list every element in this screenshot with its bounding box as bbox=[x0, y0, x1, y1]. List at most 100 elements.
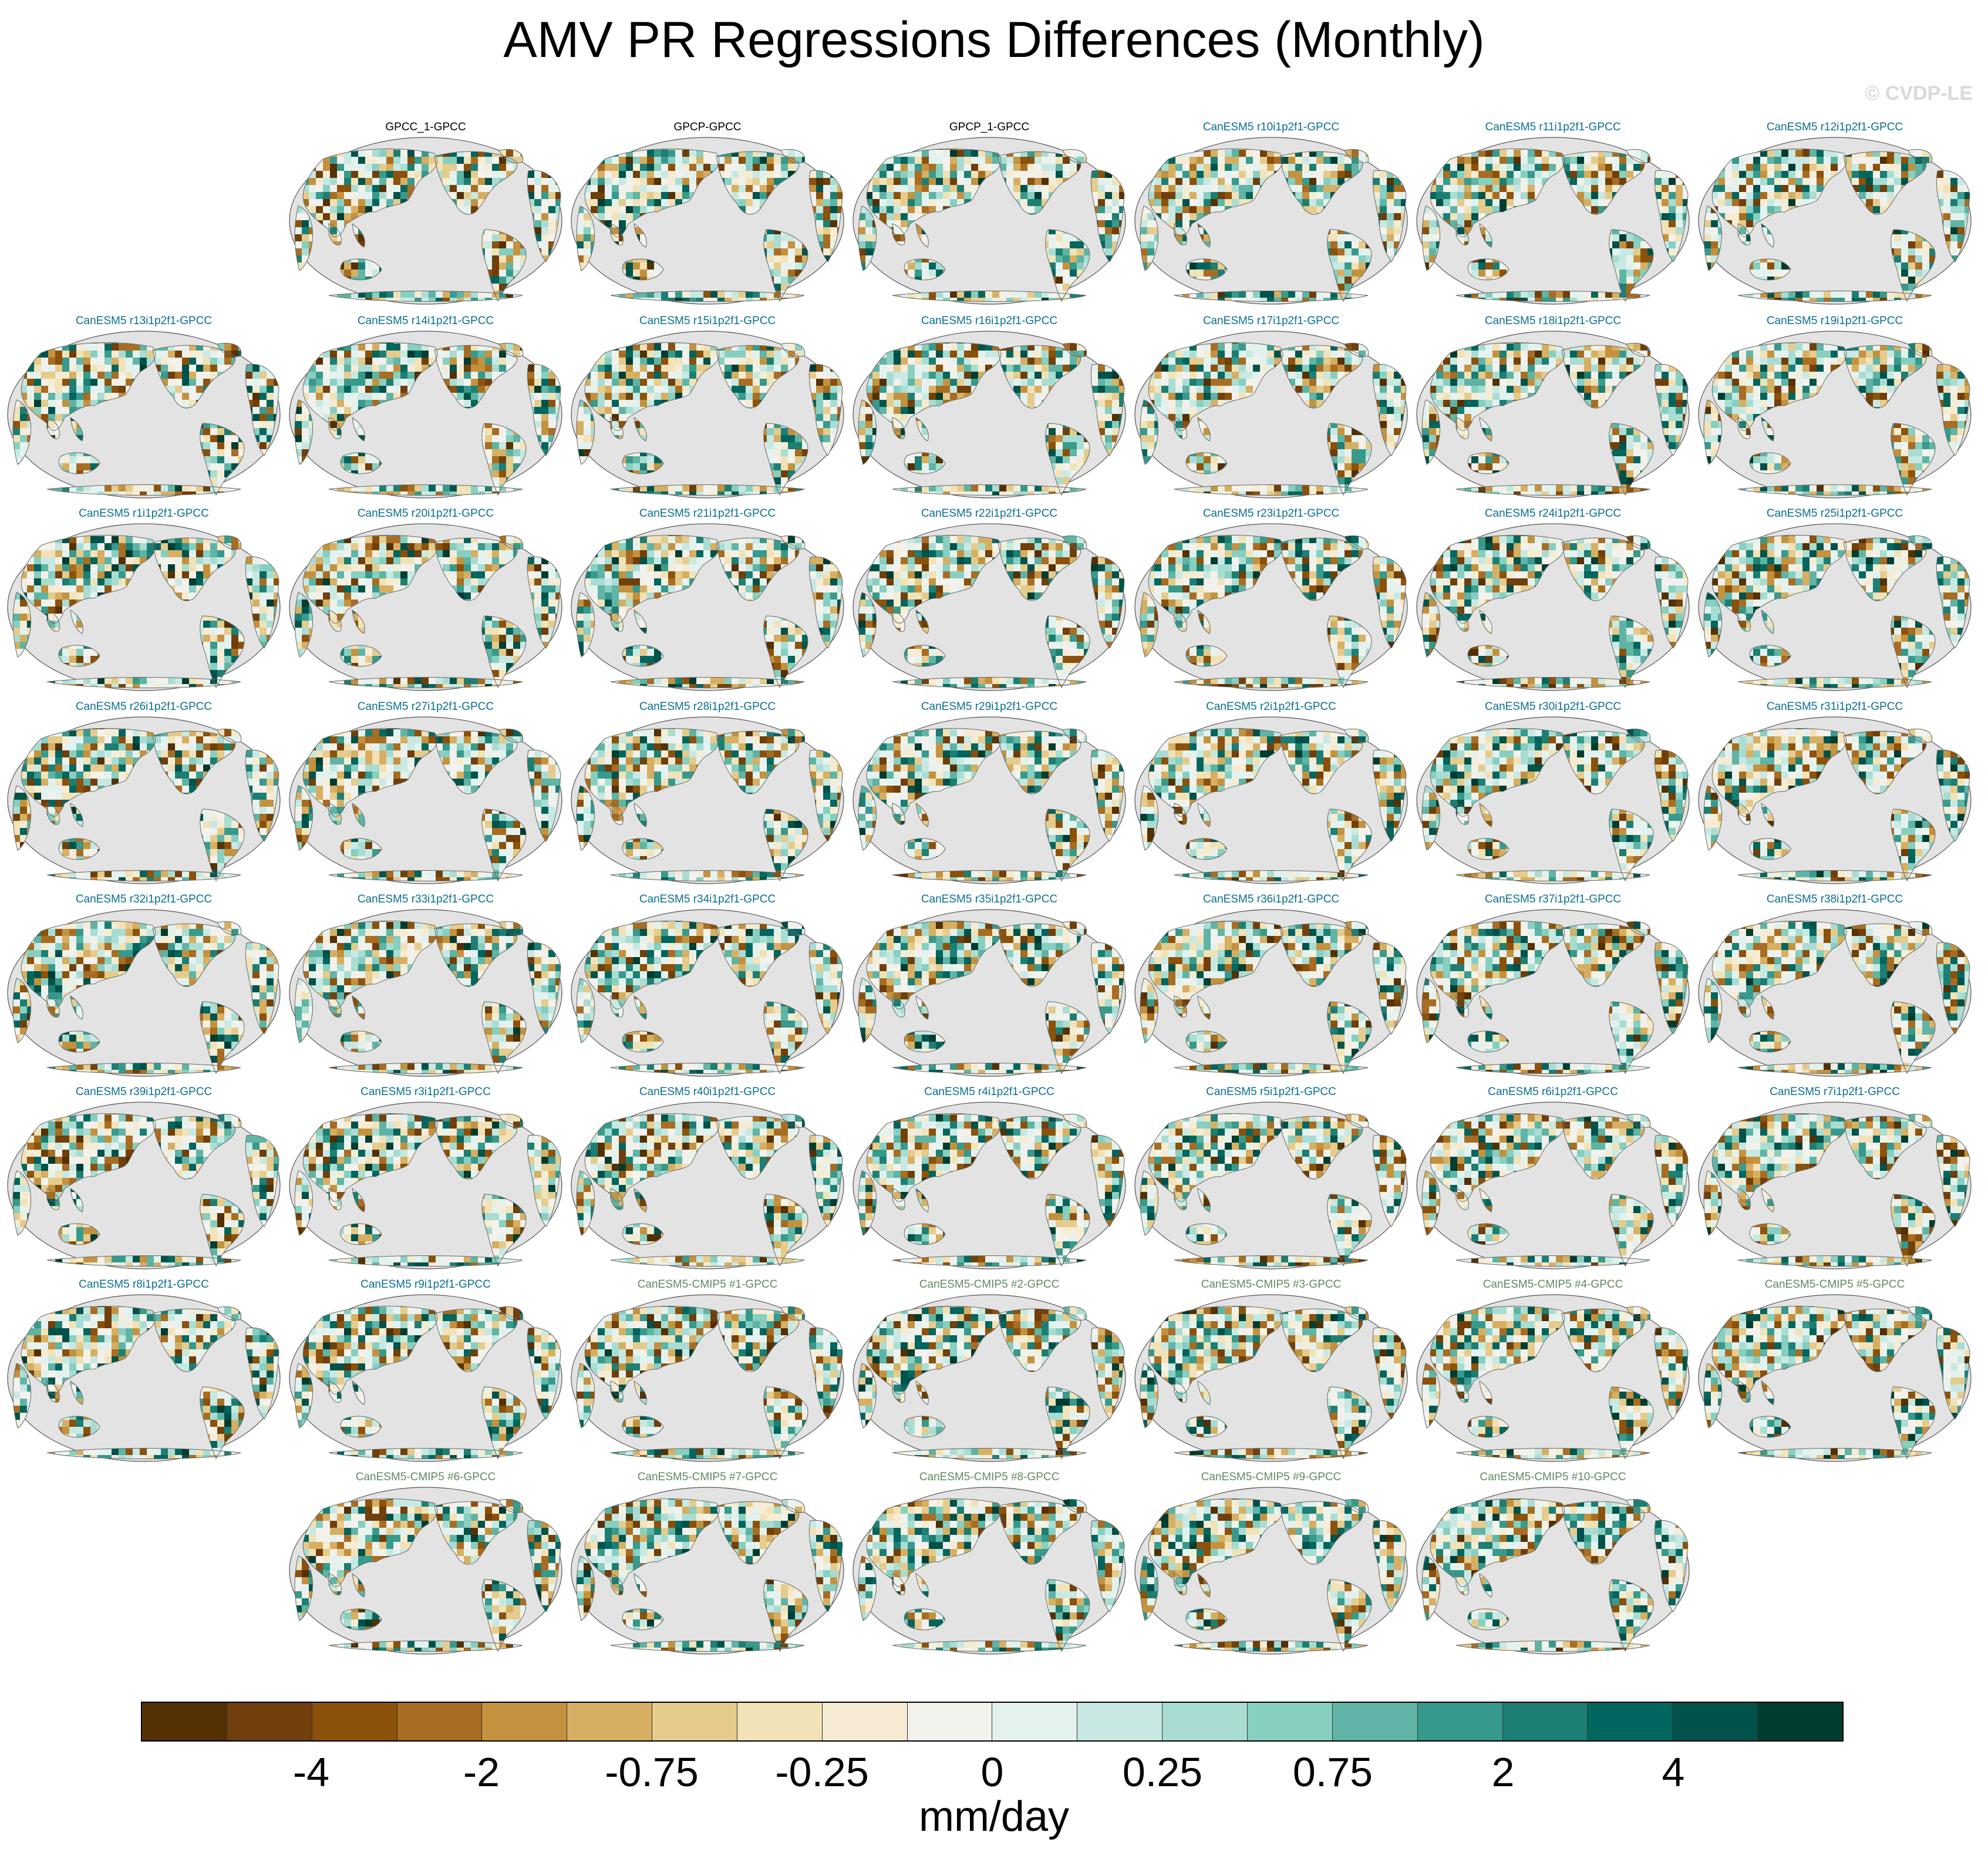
panel-map bbox=[1416, 909, 1690, 1077]
panel-map bbox=[853, 1102, 1126, 1269]
coastlines bbox=[294, 149, 561, 302]
coastlines bbox=[1421, 1113, 1689, 1267]
panel-map bbox=[571, 331, 844, 499]
panel-map bbox=[1416, 523, 1690, 691]
panel-title: CanESM5 r30i1p2f1-GPCC bbox=[1415, 700, 1691, 714]
panel-map bbox=[7, 1102, 281, 1269]
colorbar-swatch bbox=[1417, 1703, 1503, 1740]
coastlines bbox=[12, 921, 279, 1075]
map-panel: CanESM5 r3i1p2f1-GPCC bbox=[288, 1085, 564, 1271]
panel-title: CanESM5-CMIP5 #8-GPCC bbox=[851, 1470, 1127, 1484]
colorbar-tick-label: -0.25 bbox=[775, 1749, 869, 1796]
map-panel: GPCC_1-GPCC bbox=[288, 120, 564, 306]
panel-title: CanESM5-CMIP5 #6-GPCC bbox=[288, 1470, 564, 1484]
coastlines bbox=[1703, 921, 1970, 1075]
map-panel: CanESM5-CMIP5 #6-GPCC bbox=[288, 1470, 564, 1656]
colorbar-swatch bbox=[1163, 1703, 1248, 1740]
colorbar-tick-label: 0 bbox=[981, 1749, 1004, 1796]
coastlines bbox=[294, 1306, 561, 1460]
panel-title: CanESM5 r31i1p2f1-GPCC bbox=[1697, 700, 1973, 714]
panel-map bbox=[1698, 909, 1972, 1077]
map-panel: CanESM5 r15i1p2f1-GPCC bbox=[570, 314, 845, 500]
panel-title: CanESM5-CMIP5 #9-GPCC bbox=[1133, 1470, 1409, 1484]
panel-title: CanESM5 r9i1p2f1-GPCC bbox=[288, 1278, 564, 1292]
map-panel: CanESM5 r18i1p2f1-GPCC bbox=[1415, 314, 1691, 500]
panel-map bbox=[289, 909, 562, 1077]
panel-map bbox=[1134, 1102, 1408, 1269]
panel-map bbox=[1698, 716, 1972, 884]
map-panel: CanESM5 r14i1p2f1-GPCC bbox=[288, 314, 564, 500]
coastlines bbox=[1421, 1306, 1689, 1460]
panel-title: CanESM5-CMIP5 #4-GPCC bbox=[1415, 1278, 1691, 1292]
coastlines bbox=[294, 342, 561, 496]
coastlines bbox=[858, 1113, 1125, 1267]
coastlines bbox=[1140, 728, 1407, 882]
map-panel: CanESM5 r37i1p2f1-GPCC bbox=[1415, 893, 1691, 1078]
panel-map bbox=[1134, 523, 1408, 691]
panel-title: CanESM5 r1i1p2f1-GPCC bbox=[6, 507, 282, 521]
panel-title: CanESM5 r36i1p2f1-GPCC bbox=[1133, 893, 1409, 907]
panel-title: CanESM5 r18i1p2f1-GPCC bbox=[1415, 314, 1691, 328]
panel-map bbox=[289, 331, 562, 499]
coastlines bbox=[1421, 921, 1689, 1075]
panel-title: CanESM5 r39i1p2f1-GPCC bbox=[6, 1085, 282, 1099]
colorbar-tick-label: 2 bbox=[1492, 1749, 1515, 1796]
coastlines bbox=[1421, 728, 1689, 882]
map-panel: CanESM5 r20i1p2f1-GPCC bbox=[288, 507, 564, 692]
coastlines bbox=[576, 149, 843, 302]
figure-title: AMV PR Regressions Differences (Monthly) bbox=[0, 11, 1988, 69]
coastlines bbox=[858, 149, 1125, 302]
map-panel: CanESM5 r26i1p2f1-GPCC bbox=[6, 700, 282, 885]
map-panel: CanESM5 r10i1p2f1-GPCC bbox=[1133, 120, 1409, 306]
colorbar-tick-label: 0.25 bbox=[1123, 1749, 1202, 1796]
coastlines bbox=[1703, 535, 1970, 689]
panel-title: CanESM5 r27i1p2f1-GPCC bbox=[288, 700, 564, 714]
map-panel: CanESM5 r6i1p2f1-GPCC bbox=[1415, 1085, 1691, 1271]
colorbar-swatch bbox=[652, 1703, 737, 1740]
panel-title: CanESM5 r7i1p2f1-GPCC bbox=[1697, 1085, 1973, 1099]
colorbar-swatch bbox=[822, 1703, 908, 1740]
colorbar-swatch bbox=[567, 1703, 653, 1740]
colorbar-swatch bbox=[482, 1703, 568, 1740]
coastlines bbox=[576, 535, 843, 689]
panel-title: CanESM5 r20i1p2f1-GPCC bbox=[288, 507, 564, 521]
coastlines bbox=[858, 921, 1125, 1075]
panel-title: CanESM5 r23i1p2f1-GPCC bbox=[1133, 507, 1409, 521]
map-panel: CanESM5-CMIP5 #2-GPCC bbox=[851, 1278, 1127, 1463]
map-panel: CanESM5 r35i1p2f1-GPCC bbox=[851, 893, 1127, 1078]
coastlines bbox=[1703, 728, 1970, 882]
panel-title: CanESM5 r38i1p2f1-GPCC bbox=[1697, 893, 1973, 907]
panel-title: CanESM5 r16i1p2f1-GPCC bbox=[851, 314, 1127, 328]
panel-title: CanESM5-CMIP5 #2-GPCC bbox=[851, 1278, 1127, 1292]
panel-map bbox=[1416, 1102, 1690, 1269]
panel-title: CanESM5 r24i1p2f1-GPCC bbox=[1415, 507, 1691, 521]
map-panel: CanESM5-CMIP5 #9-GPCC bbox=[1133, 1470, 1409, 1656]
panel-map bbox=[289, 1487, 562, 1655]
panel-title: CanESM5 r29i1p2f1-GPCC bbox=[851, 700, 1127, 714]
panel-title: CanESM5 r32i1p2f1-GPCC bbox=[6, 893, 282, 907]
map-panel: CanESM5 r4i1p2f1-GPCC bbox=[851, 1085, 1127, 1271]
colorbar-tick-label: -2 bbox=[463, 1749, 500, 1796]
panel-map bbox=[7, 523, 281, 691]
map-panel: CanESM5-CMIP5 #4-GPCC bbox=[1415, 1278, 1691, 1463]
panel-map bbox=[853, 331, 1126, 499]
colorbar-tick-label: -4 bbox=[293, 1749, 329, 1796]
coastlines bbox=[294, 1113, 561, 1267]
colorbar-swatch bbox=[397, 1703, 483, 1740]
coastlines bbox=[1421, 1498, 1689, 1652]
map-panel: CanESM5 r7i1p2f1-GPCC bbox=[1697, 1085, 1973, 1271]
colorbar-tick-label: 0.75 bbox=[1293, 1749, 1373, 1796]
map-panel-grid: GPCC_1-GPCC GPCP-GPCC GPCP_1-GPCC CanESM5 r… bbox=[6, 120, 1973, 1656]
panel-title: GPCC_1-GPCC bbox=[288, 120, 564, 134]
panel-title: CanESM5 r40i1p2f1-GPCC bbox=[570, 1085, 845, 1099]
colorbar-swatch bbox=[227, 1703, 312, 1740]
panel-map bbox=[289, 1294, 562, 1462]
colorbar-swatch bbox=[907, 1703, 993, 1740]
panel-map bbox=[571, 1487, 844, 1655]
colorbar-tick-label: -0.75 bbox=[605, 1749, 699, 1796]
panel-title: GPCP_1-GPCC bbox=[851, 120, 1127, 134]
panel-map bbox=[1134, 1294, 1408, 1462]
map-panel: CanESM5-CMIP5 #10-GPCC bbox=[1415, 1470, 1691, 1656]
panel-map bbox=[7, 716, 281, 884]
panel-map bbox=[571, 137, 844, 305]
